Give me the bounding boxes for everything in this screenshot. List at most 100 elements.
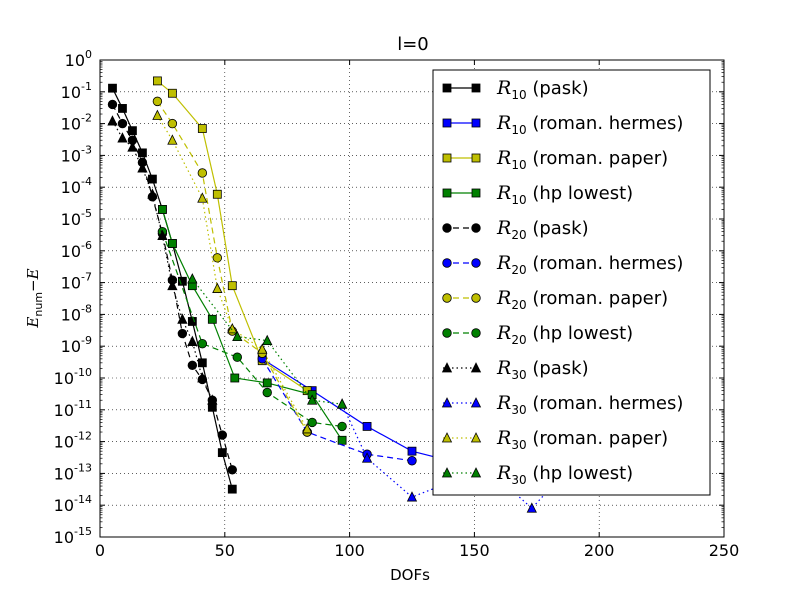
legend-marker (471, 83, 481, 93)
x-tick-label: 50 (215, 541, 235, 560)
data-point (336, 398, 348, 409)
y-tick-label: 10-12 (54, 430, 92, 452)
data-point (197, 168, 208, 178)
data-point (337, 435, 347, 445)
legend-marker (442, 258, 452, 268)
legend-entry: R30 (pask) (441, 357, 589, 382)
data-point (362, 422, 372, 431)
data-point (207, 314, 217, 324)
legend-label: R30 (hp lowest) (496, 462, 633, 487)
data-point (262, 334, 273, 346)
legend-label: R20 (roman. hermes) (496, 252, 683, 277)
legend-label: R30 (roman. hermes) (496, 392, 683, 417)
legend-marker (470, 467, 482, 478)
data-point (138, 148, 147, 158)
x-axis-label: DOFs (390, 566, 430, 584)
legend-label: R10 (pask) (496, 77, 589, 102)
y-tick-label: 10-6 (61, 239, 92, 261)
legend-marker (442, 118, 452, 128)
data-point (217, 448, 227, 458)
data-point (302, 423, 313, 434)
data-point (187, 360, 198, 371)
legend-marker (441, 467, 453, 478)
data-point (152, 109, 163, 120)
legend-entry: R10 (hp lowest) (442, 182, 633, 207)
legend-marker (441, 362, 453, 373)
x-tick-label: 0 (95, 541, 105, 560)
chart-title: l=0 (397, 34, 429, 55)
legend-entry: R20 (pask) (442, 217, 589, 242)
legend-label: R10 (hp lowest) (496, 182, 633, 207)
data-point (407, 446, 417, 456)
y-tick-label: 10-10 (54, 366, 92, 388)
legend: R10 (pask) R10 (roman. hermes) R10 (roman.… (432, 69, 711, 496)
legend-marker (471, 118, 481, 128)
data-point (212, 282, 223, 293)
data-point (307, 394, 318, 405)
legend-entry: R10 (roman. paper) (442, 147, 668, 172)
legend-label: R20 (roman. paper) (496, 287, 668, 312)
data-point (157, 205, 167, 214)
x-tick-label: 250 (709, 541, 740, 560)
legend-marker (442, 153, 452, 163)
x-tick-label: 150 (459, 541, 490, 560)
legend-marker (442, 83, 452, 93)
data-point (526, 502, 537, 513)
legend-marker (442, 223, 452, 233)
legend-entry: R10 (roman. hermes) (442, 112, 683, 137)
legend-marker (471, 293, 481, 303)
y-tick-label: 10-9 (61, 334, 92, 356)
y-axis-label-tail: −E (24, 268, 42, 292)
data-point (167, 88, 177, 98)
legend-marker (441, 432, 453, 443)
y-tick-label: 10-2 (61, 112, 92, 134)
data-point (107, 115, 118, 126)
svg-text:Enum−E: Enum−E (24, 268, 45, 328)
data-point (230, 373, 240, 383)
data-point (167, 279, 178, 291)
series-10 (152, 109, 313, 434)
series-line (161, 209, 343, 441)
legend-marker (470, 397, 482, 408)
data-point (177, 313, 188, 324)
data-point (177, 276, 187, 286)
legend-marker (442, 293, 452, 303)
series-6 (152, 96, 312, 437)
series-line (161, 231, 343, 428)
data-point (117, 118, 128, 129)
legend-entry: R10 (pask) (442, 77, 589, 102)
x-axis: 0 50 100 150 200 250 (95, 60, 739, 560)
data-point (187, 335, 198, 346)
legend-marker (442, 188, 452, 198)
y-tick-label: 10-11 (54, 398, 92, 420)
y-tick-label: 10-13 (54, 461, 92, 483)
legend-entry: R20 (roman. paper) (442, 287, 668, 312)
data-point (148, 174, 157, 184)
data-point (197, 372, 208, 383)
x-tick-label: 100 (334, 541, 365, 560)
legend-marker (471, 223, 481, 233)
data-point (187, 273, 198, 284)
data-point (147, 188, 158, 199)
legend-label: R20 (hp lowest) (496, 322, 633, 347)
data-point (406, 491, 418, 502)
data-point (107, 99, 118, 110)
plot-frame (99, 59, 725, 538)
legend-marker (442, 328, 452, 338)
legend-marker (441, 397, 453, 408)
data-point (207, 394, 218, 405)
data-point (407, 456, 417, 466)
data-point (157, 229, 168, 241)
data-point (212, 189, 222, 199)
data-point (262, 387, 272, 398)
series-11 (187, 273, 348, 409)
data-point (197, 124, 207, 133)
series-line (261, 358, 413, 462)
y-tick-label: 10-8 (61, 302, 92, 324)
data-point (227, 484, 237, 494)
data-point (128, 126, 137, 136)
series-line (341, 403, 588, 510)
data-point (227, 465, 237, 475)
data-point (197, 358, 207, 368)
data-point (108, 83, 117, 93)
